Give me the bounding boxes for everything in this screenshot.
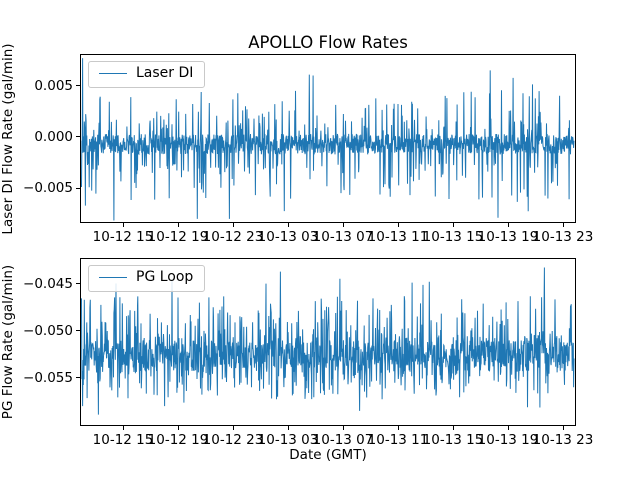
x-tick-label: 10-13 15 — [422, 229, 484, 245]
legend: PG Loop — [88, 265, 206, 292]
legend-line-sample — [99, 277, 127, 278]
x-tick-label: 10-12 15 — [92, 229, 154, 245]
x-tick-label: 10-12 19 — [147, 229, 209, 245]
x-tick-label: 10-12 23 — [202, 432, 264, 448]
y-tick-mark — [76, 283, 80, 285]
x-tick-label: 10-13 11 — [367, 229, 429, 245]
x-tick-label: 10-13 23 — [532, 432, 594, 448]
x-tick-mark — [178, 223, 179, 227]
x-tick-mark — [123, 223, 124, 227]
y-tick-label: 0.000 — [34, 128, 73, 145]
x-tick-label: 10-13 19 — [477, 432, 539, 448]
series-laser-di — [81, 58, 575, 221]
x-tick-mark — [508, 223, 509, 227]
x-tick-label: 10-13 11 — [367, 432, 429, 448]
series-pg-loop — [81, 267, 575, 415]
data-line — [81, 267, 575, 415]
x-tick-mark — [123, 426, 124, 430]
x-tick-label: 10-12 23 — [202, 229, 264, 245]
x-tick-mark — [178, 426, 179, 430]
top-y-axis-label: Laser DI Flow Rate (gal/min) — [0, 42, 16, 235]
x-tick-mark — [343, 223, 344, 227]
x-tick-mark — [453, 223, 454, 227]
y-tick-label: −0.005 — [23, 180, 73, 197]
data-line — [81, 58, 575, 221]
x-tick-label: 10-13 15 — [422, 432, 484, 448]
y-tick-mark — [76, 136, 80, 138]
x-tick-label: 10-13 03 — [257, 229, 319, 245]
y-tick-label: −0.055 — [23, 369, 73, 386]
x-tick-label: 10-13 07 — [312, 229, 374, 245]
y-tick-label: −0.045 — [23, 275, 73, 292]
bottom-axes: −0.045 −0.050 −0.055 10-12 15 10-12 19 10-12 … — [23, 258, 593, 448]
chart-title: APOLLO Flow Rates — [248, 33, 408, 52]
legend-label: Laser DI — [136, 65, 194, 81]
x-tick-label: 10-13 23 — [532, 229, 594, 245]
y-tick-mark — [76, 330, 80, 332]
x-tick-mark — [343, 426, 344, 430]
x-axis-label: Date (GMT) — [289, 447, 367, 463]
x-tick-mark — [233, 426, 234, 430]
x-tick-label: 10-13 03 — [257, 432, 319, 448]
x-tick-mark — [233, 223, 234, 227]
legend-line-sample — [99, 73, 127, 74]
top-axes: 0.005 0.000 −0.005 10-12 15 10-12 19 10-12 23… — [23, 54, 593, 245]
legend-label: PG Loop — [136, 269, 194, 285]
x-tick-mark — [288, 223, 289, 227]
x-tick-mark — [453, 426, 454, 430]
x-tick-mark — [563, 223, 564, 227]
x-tick-mark — [398, 426, 399, 430]
bottom-y-axis-label: PG Flow Rate (gal/min) — [0, 264, 16, 420]
y-tick-label: 0.005 — [34, 77, 73, 94]
y-tick-mark — [76, 85, 80, 87]
y-tick-mark — [76, 187, 80, 189]
x-tick-label: 10-13 07 — [312, 432, 374, 448]
x-tick-mark — [398, 223, 399, 227]
x-tick-mark — [288, 426, 289, 430]
x-tick-mark — [563, 426, 564, 430]
x-tick-mark — [508, 426, 509, 430]
x-tick-label: 10-13 19 — [477, 229, 539, 245]
legend: Laser DI — [88, 61, 206, 88]
x-tick-label: 10-12 19 — [147, 432, 209, 448]
x-tick-label: 10-12 15 — [92, 432, 154, 448]
y-tick-mark — [76, 377, 80, 379]
y-tick-label: −0.050 — [23, 322, 73, 339]
